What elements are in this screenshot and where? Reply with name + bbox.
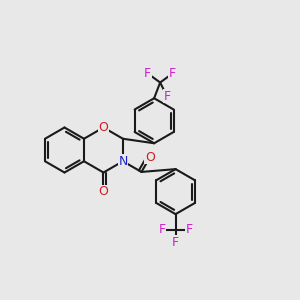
Text: O: O bbox=[98, 121, 108, 134]
Text: N: N bbox=[118, 155, 128, 168]
Text: F: F bbox=[172, 236, 179, 249]
Text: F: F bbox=[144, 67, 151, 80]
Text: O: O bbox=[145, 151, 155, 164]
Text: F: F bbox=[185, 224, 193, 236]
Text: O: O bbox=[98, 185, 108, 198]
Text: F: F bbox=[169, 67, 176, 80]
Text: F: F bbox=[163, 89, 170, 103]
Text: F: F bbox=[158, 224, 166, 236]
